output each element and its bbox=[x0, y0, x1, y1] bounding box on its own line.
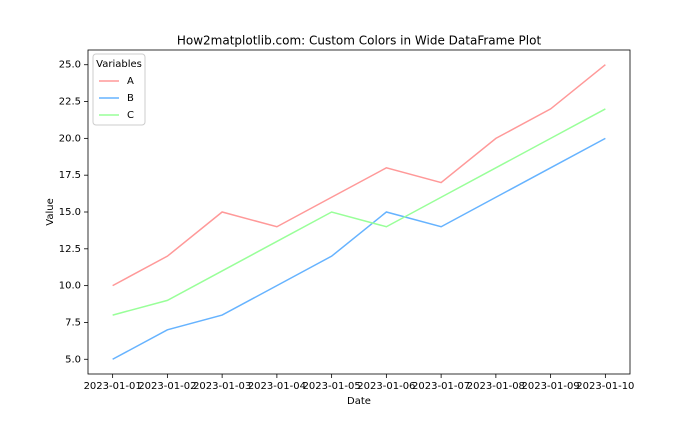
legend-box bbox=[92, 53, 146, 126]
y-tick-label: 17.5 bbox=[59, 170, 81, 181]
y-tick-label: 20.0 bbox=[59, 133, 81, 144]
x-tick-label: 2023-01-02 bbox=[138, 381, 196, 392]
y-tick-label: 10.0 bbox=[59, 281, 81, 292]
y-tick-label: 25.0 bbox=[59, 60, 81, 71]
y-tick-label: 15.0 bbox=[59, 207, 81, 218]
series-line bbox=[112, 137, 606, 360]
x-tick-label: 2023-01-07 bbox=[412, 381, 470, 392]
x-tick-label: 2023-01-03 bbox=[193, 381, 251, 392]
plot-frame bbox=[87, 49, 631, 375]
x-tick-label: 2023-01-10 bbox=[576, 381, 634, 392]
y-tick-label: 22.5 bbox=[59, 97, 81, 108]
legend-label: B bbox=[127, 93, 134, 104]
x-tick-label: 2023-01-06 bbox=[357, 381, 415, 392]
y-tick-label: 5.0 bbox=[65, 354, 81, 365]
x-tick-label: 2023-01-04 bbox=[248, 381, 306, 392]
x-tick-label: 2023-01-08 bbox=[467, 381, 525, 392]
series-line bbox=[112, 108, 606, 316]
y-tick-label: 7.5 bbox=[65, 317, 81, 328]
x-axis-label: Date bbox=[347, 396, 371, 407]
legend-label: A bbox=[127, 76, 134, 87]
y-axis-label: Value bbox=[45, 198, 56, 225]
legend-title: Variables bbox=[96, 59, 142, 70]
x-tick-label: 2023-01-05 bbox=[303, 381, 361, 392]
x-tick-label: 2023-01-01 bbox=[84, 381, 142, 392]
series-line bbox=[112, 64, 606, 287]
chart-title: How2matplotlib.com: Custom Colors in Wid… bbox=[177, 34, 542, 48]
y-tick-label: 12.5 bbox=[59, 244, 81, 255]
legend-label: C bbox=[127, 110, 134, 121]
x-tick-label: 2023-01-09 bbox=[522, 381, 580, 392]
